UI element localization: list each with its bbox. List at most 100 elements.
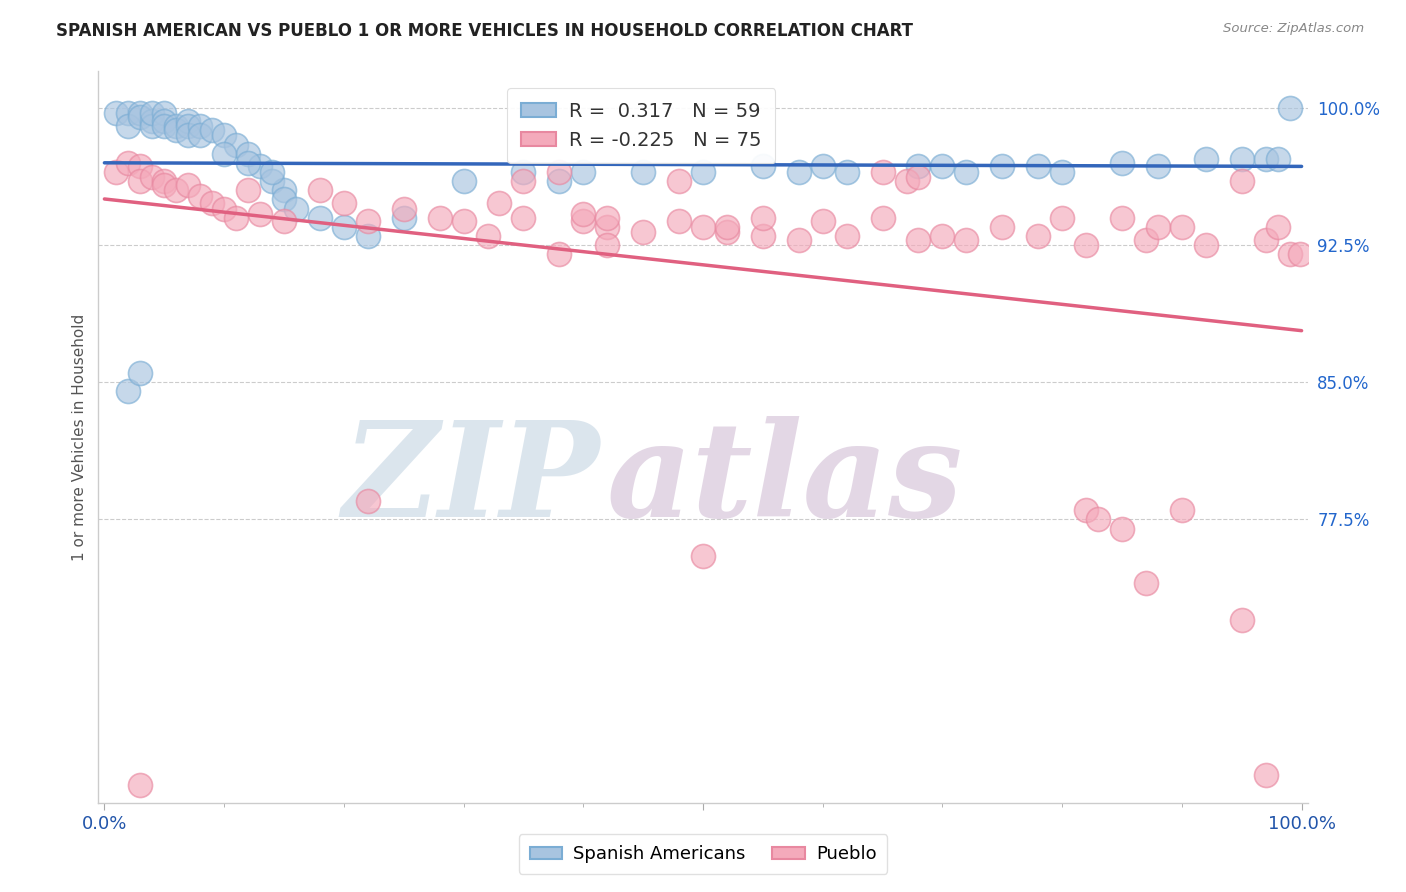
Point (1111, 521, 1133, 535)
Point (1267, 219, 1289, 234)
Point (752, 228, 775, 243)
Point (1026, 228, 1049, 243)
Point (596, 219, 619, 234)
Point (1195, 238, 1218, 252)
Point (1230, 152, 1253, 166)
Point (1278, 101, 1301, 115)
Point (548, 174, 571, 188)
Point (141, 170, 163, 185)
Point (177, 178, 200, 192)
Point (260, 165, 283, 179)
Point (907, 233, 929, 247)
Point (692, 219, 714, 234)
Point (596, 211, 619, 225)
Point (141, 106, 163, 120)
Point (453, 174, 475, 188)
Point (872, 211, 894, 225)
Point (117, 384, 139, 399)
Point (153, 113, 176, 128)
Point (117, 120, 139, 134)
Point (236, 155, 259, 169)
Y-axis label: 1 or more Vehicles in Household: 1 or more Vehicles in Household (72, 313, 87, 561)
Point (392, 211, 415, 225)
Point (512, 165, 534, 179)
Point (284, 202, 307, 216)
Point (488, 196, 510, 211)
Point (1278, 247, 1301, 261)
Point (1171, 219, 1194, 234)
Point (955, 165, 977, 179)
Point (572, 165, 595, 179)
Point (177, 120, 200, 134)
Point (1111, 155, 1133, 169)
Point (153, 178, 176, 192)
Point (811, 214, 834, 228)
Point (129, 366, 152, 380)
Point (1147, 160, 1170, 174)
Point (787, 233, 810, 247)
Point (1254, 768, 1277, 782)
Point (991, 160, 1014, 174)
Point (212, 146, 235, 161)
Point (512, 211, 534, 225)
Point (165, 120, 187, 134)
Point (260, 174, 283, 188)
Point (188, 128, 211, 143)
Point (429, 211, 451, 225)
Point (1195, 152, 1218, 166)
Point (1026, 160, 1049, 174)
Point (1074, 238, 1097, 252)
Point (201, 123, 224, 137)
Text: SPANISH AMERICAN VS PUEBLO 1 OR MORE VEHICLES IN HOUSEHOLD CORRELATION CHART: SPANISH AMERICAN VS PUEBLO 1 OR MORE VEH… (56, 22, 914, 40)
Point (631, 165, 654, 179)
Point (907, 170, 929, 185)
Text: ZIP: ZIP (343, 417, 600, 546)
Point (188, 188, 211, 202)
Point (1147, 219, 1170, 234)
Point (872, 165, 894, 179)
Point (548, 165, 571, 179)
Point (249, 207, 271, 221)
Point (236, 183, 259, 197)
Point (153, 174, 176, 188)
Point (309, 183, 332, 197)
Point (835, 228, 858, 243)
Point (105, 106, 128, 120)
Point (273, 214, 295, 228)
Point (129, 106, 152, 120)
Point (991, 219, 1014, 234)
Point (117, 106, 139, 120)
Point (188, 120, 211, 134)
Point (931, 228, 953, 243)
Point (955, 233, 977, 247)
Point (752, 211, 775, 225)
Point (1050, 211, 1073, 225)
Point (1135, 576, 1157, 591)
Point (1087, 512, 1109, 526)
Point (787, 165, 810, 179)
Point (1050, 165, 1073, 179)
Point (572, 214, 595, 228)
Point (129, 174, 152, 188)
Point (117, 155, 139, 169)
Point (212, 128, 235, 143)
Point (668, 174, 690, 188)
Point (631, 225, 654, 239)
Point (357, 214, 380, 228)
Point (716, 225, 738, 239)
Point (153, 106, 176, 120)
Point (931, 160, 953, 174)
Point (1230, 613, 1253, 627)
Point (129, 160, 152, 174)
Point (212, 202, 235, 216)
Point (177, 128, 200, 143)
Point (236, 146, 259, 161)
Point (225, 137, 247, 152)
Point (141, 113, 163, 128)
Point (225, 211, 247, 225)
Point (896, 174, 918, 188)
Point (357, 494, 380, 508)
Point (201, 196, 224, 211)
Point (273, 183, 295, 197)
Point (692, 549, 714, 563)
